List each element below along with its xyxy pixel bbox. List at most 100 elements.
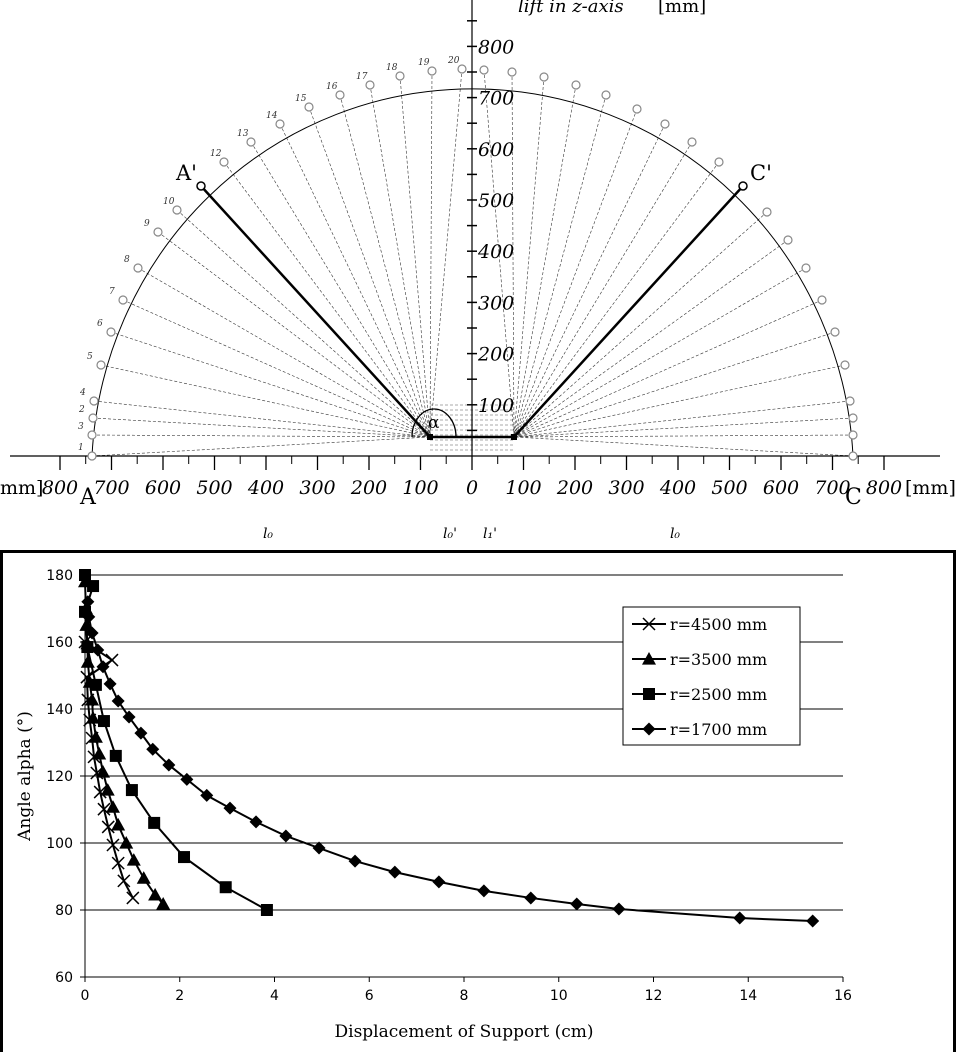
- triangle-marker: [156, 896, 171, 910]
- circle-point-node: [427, 66, 437, 76]
- unit-right: [mm]: [905, 477, 956, 499]
- square-marker: [178, 851, 191, 864]
- diamond-marker: [477, 884, 491, 898]
- dashed-radius-line: [513, 94, 607, 438]
- dashed-radius-line: [513, 239, 789, 438]
- circle-point-node: [687, 137, 697, 147]
- point-number: 13: [237, 129, 249, 139]
- diamond-marker: [103, 677, 117, 691]
- circle-point-node: [539, 72, 549, 82]
- square-marker: [219, 881, 232, 894]
- z-axis-unit: [mm]: [658, 0, 706, 17]
- point-number: 3: [78, 422, 84, 432]
- x-tick-label: 600: [763, 477, 799, 499]
- dashed-radius-line: [513, 267, 807, 438]
- x-tick-label: 600: [145, 477, 181, 499]
- x-tick-label: 400: [659, 477, 696, 499]
- point-A-label: A: [79, 485, 97, 510]
- circle-point-node: [395, 71, 405, 81]
- key-point-node: [196, 181, 206, 191]
- point-number: 8: [124, 255, 130, 265]
- point-number: 16: [326, 82, 338, 92]
- triangle-marker: [88, 730, 103, 743]
- triangle-marker: [96, 764, 111, 778]
- dashed-radius-line: [369, 84, 431, 438]
- x-tick-label: 200: [350, 477, 387, 499]
- dashed-radius-line: [92, 417, 431, 438]
- circle-point-node: [87, 430, 97, 440]
- circle-point-node: [365, 80, 375, 90]
- circle-point-node: [830, 327, 840, 337]
- length-label: l₁': [483, 526, 497, 540]
- circle-point-node: [153, 227, 163, 237]
- z-tick-label: 200: [477, 344, 514, 366]
- legend-label: r=4500 mm: [670, 615, 767, 634]
- y-tick-label: 100: [46, 836, 73, 852]
- diamond-marker: [279, 829, 293, 843]
- z-tick-label: 500: [478, 190, 514, 212]
- legend-label: r=1700 mm: [670, 720, 767, 739]
- support-member-line: [200, 185, 744, 439]
- support-lift-diagram: 800 700 600 500 400 300 200 100 0 100 200 300 400 500…: [0, 0, 956, 540]
- point-number: 4: [79, 388, 86, 398]
- y-tick-label: 160: [46, 635, 73, 651]
- dashed-radius-line: [429, 70, 433, 438]
- circle-point-node: [817, 295, 827, 305]
- support-node: [511, 434, 517, 440]
- x-tick-label: 100: [505, 477, 541, 499]
- point-number: 7: [109, 287, 115, 297]
- x-marker: [97, 802, 111, 816]
- z-tick-label: 800: [478, 36, 514, 58]
- square-marker: [97, 715, 110, 728]
- diamond-marker: [570, 897, 584, 911]
- x-tick-label: 400: [247, 477, 284, 499]
- length-label: l₀: [670, 526, 680, 540]
- y-tick-label: 60: [55, 970, 73, 986]
- triangle-marker: [111, 817, 126, 831]
- triangle-marker: [100, 783, 115, 796]
- x-axis-title: Displacement of Support (cm): [335, 1022, 594, 1042]
- legend-label: r=2500 mm: [670, 685, 767, 704]
- dashed-radius-line: [513, 84, 577, 438]
- dashed-radius-line: [513, 299, 823, 438]
- x-tick-label: 6: [365, 988, 374, 1004]
- square-marker: [81, 641, 94, 654]
- x-marker: [117, 874, 131, 888]
- dashed-radius-line: [513, 161, 720, 438]
- circle-point-node: [89, 396, 99, 406]
- diamond-marker: [146, 742, 160, 756]
- point-number: 1: [78, 443, 84, 453]
- y-axis-title: Angle alpha (°): [15, 711, 35, 842]
- diamond-marker: [388, 865, 402, 879]
- y-tick-label: 80: [55, 903, 73, 919]
- diamond-marker: [122, 710, 136, 724]
- legend-label: r=3500 mm: [670, 650, 767, 669]
- diamond-marker: [162, 758, 176, 772]
- dashed-radius-line: [157, 231, 431, 438]
- triangle-marker: [136, 871, 151, 884]
- square-marker: [89, 678, 102, 691]
- diamond-marker: [612, 902, 626, 916]
- square-marker: [87, 580, 100, 593]
- diamond-marker: [134, 726, 148, 740]
- diamond-marker: [312, 841, 326, 855]
- square-marker: [260, 904, 273, 916]
- dashed-radius-line: [100, 364, 431, 438]
- point-number: 14: [266, 111, 278, 121]
- dashed-radius-line: [339, 94, 431, 438]
- point-number: 12: [210, 149, 222, 159]
- diamond-marker: [85, 626, 99, 640]
- dashed-radius-line: [176, 209, 431, 438]
- point-number: 17: [356, 72, 368, 82]
- dashed-radius-line: [279, 123, 431, 438]
- triangle-marker: [85, 692, 100, 706]
- circle-point-node: [118, 295, 128, 305]
- series-line: [83, 574, 268, 911]
- triangle-marker: [148, 887, 163, 901]
- dashed-radius-line: [429, 68, 463, 438]
- circle-point-node: [840, 360, 850, 370]
- circle-point-node: [335, 90, 345, 100]
- x-tick-label: 100: [402, 477, 438, 499]
- point-number: 6: [97, 319, 103, 329]
